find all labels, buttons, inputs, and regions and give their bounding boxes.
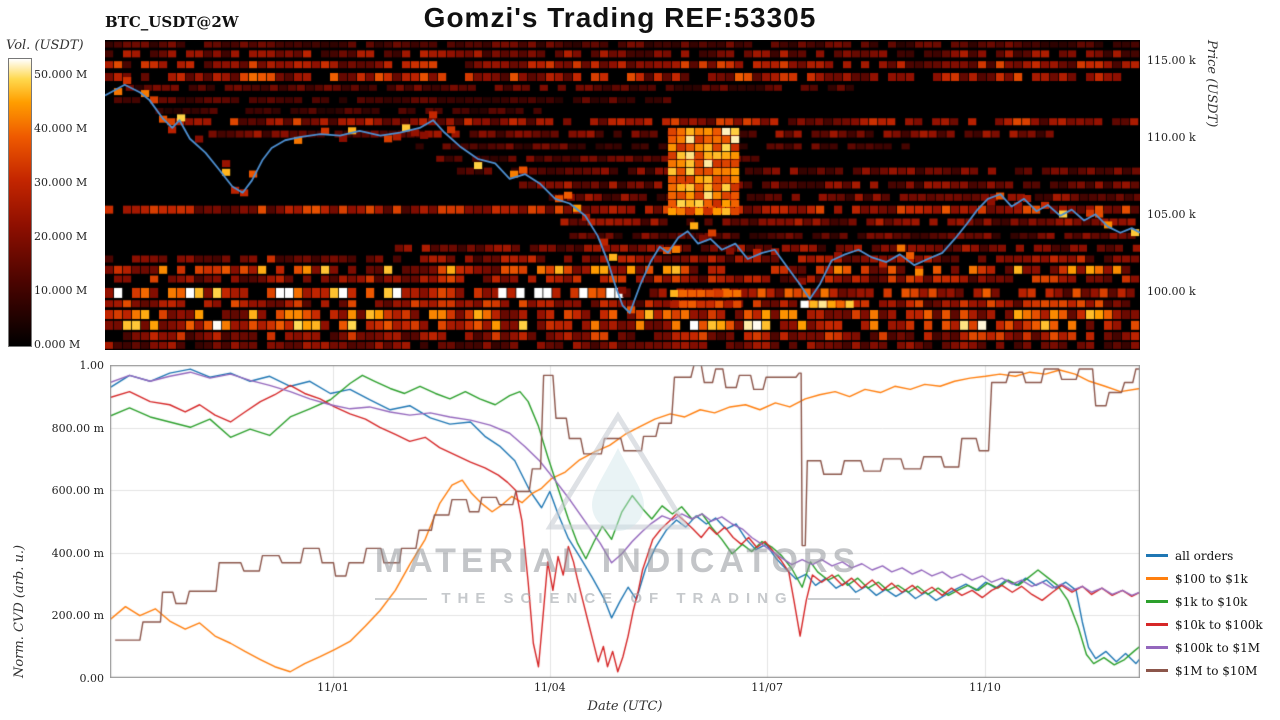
colorbar-tick-label: 20.000 M [34, 230, 88, 243]
colorbar-tick-label: 50.000 M [34, 68, 88, 81]
page-title: Gomzi's Trading REF:53305 [423, 2, 817, 33]
price-axis-ticks: 115.00 k 110.00 k 105.00 k 100.00 k [1147, 40, 1209, 350]
cvd-xtick-label: 11/10 [969, 681, 1001, 694]
cvd-xtick-label: 11/04 [533, 681, 566, 694]
date-axis-title: Date (UTC) [587, 699, 663, 714]
cvd-ytick-label: 800.00 m [51, 421, 104, 435]
legend-label: $100k to $1M [1175, 640, 1261, 655]
legend-swatch [1146, 577, 1168, 580]
legend-item: $1M to $10M [1146, 659, 1263, 682]
price-tick-label: 115.00 k [1147, 54, 1196, 68]
legend-item: $1k to $10k [1146, 590, 1263, 613]
symbol-label: BTC_USDT@2W [105, 13, 239, 31]
colorbar-tick-label: 10.000 M [34, 284, 88, 297]
cvd-xtick-label: 11/07 [751, 681, 783, 694]
legend-swatch [1146, 600, 1168, 603]
heatmap-canvas [105, 40, 1140, 350]
colorbar-tick-label: 0.000 M [34, 338, 81, 351]
cvd-xtick-label: 11/01 [317, 681, 349, 694]
colorbar-tick-label: 40.000 M [34, 122, 88, 135]
legend-swatch [1146, 554, 1168, 557]
volume-colorbar [8, 58, 32, 347]
cvd-ytick-label: 1.00 [79, 359, 105, 372]
price-tick-label: 110.00 k [1147, 131, 1196, 145]
legend: all orders $100 to $1k $1k to $10k $10k … [1146, 544, 1263, 682]
price-tick-label: 100.00 k [1147, 285, 1196, 299]
legend-label: $1M to $10M [1175, 663, 1258, 678]
legend-label: $10k to $100k [1175, 617, 1263, 632]
legend-item: $100k to $1M [1146, 636, 1263, 659]
colorbar-ticks: 50.000 M 40.000 M 30.000 M 20.000 M 10.000 M… [34, 58, 96, 351]
legend-item: all orders [1146, 544, 1263, 567]
legend-swatch [1146, 646, 1168, 649]
colorbar-title: Vol. (USDT) [6, 38, 84, 53]
legend-label: all orders [1175, 548, 1234, 563]
colorbar-tick-label: 30.000 M [34, 176, 88, 189]
cvd-ytick-label: 200.00 m [51, 609, 104, 623]
cvd-xtick-labels: 11/01 11/04 11/07 11/10 [110, 681, 1140, 695]
cvd-ytick-label: 600.00 m [51, 484, 104, 498]
price-axis-title: Price (USDT) [1204, 40, 1219, 128]
legend-item: $10k to $100k [1146, 613, 1263, 636]
cvd-ytick-label: 400.00 m [51, 546, 104, 560]
cvd-ytick-labels: 1.00 800.00 m 600.00 m 400.00 m 200.00 m 0.00 [44, 359, 104, 685]
cvd-canvas [110, 365, 1140, 678]
cvd-ytick-label: 0.00 [79, 672, 105, 685]
legend-label: $100 to $1k [1175, 571, 1248, 586]
cvd-axis-title: Norm. CVD (arb. u.) [12, 544, 27, 678]
legend-item: $100 to $1k [1146, 567, 1263, 590]
legend-swatch [1146, 623, 1168, 626]
legend-swatch [1146, 669, 1168, 672]
legend-label: $1k to $10k [1175, 594, 1248, 609]
price-tick-label: 105.00 k [1147, 208, 1196, 222]
